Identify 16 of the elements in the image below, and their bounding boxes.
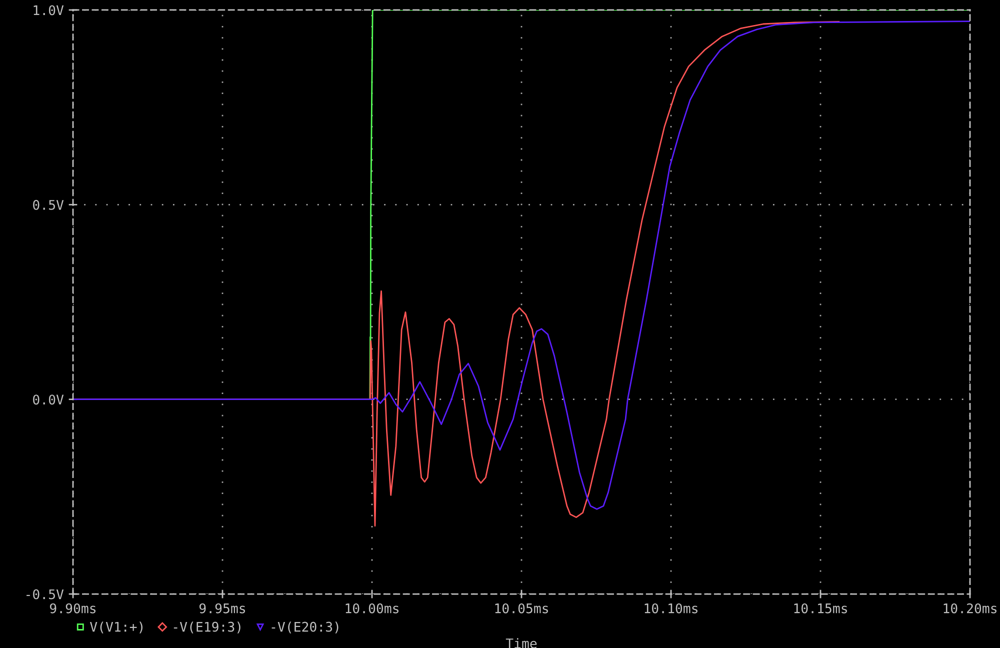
x-tick-label: 9.95ms [199,603,246,614]
legend-label: V(V1:+) [90,622,142,634]
x-tick-label: 10.00ms [346,603,398,614]
x-tick-label: 10.10ms [644,603,698,614]
x-tick-label: 10.15ms [794,603,847,614]
x-tick-label: 10.20ms [944,603,996,614]
y-tick-label: 0.5V [33,200,64,210]
line-series [73,20,970,510]
legend-label: -V(E20:3) [272,622,338,634]
y-tick-label: 0.0V [33,394,64,405]
y-tick-label: -0.5V [26,589,64,600]
x-axis-title: Time [506,638,537,648]
x-tick-label: 9.90ms [50,603,96,614]
y-tick-label: 1.0V [34,5,64,16]
x-tick-label: 10.05ms [495,603,548,614]
legend-label: -V(E19:3) [174,622,240,634]
